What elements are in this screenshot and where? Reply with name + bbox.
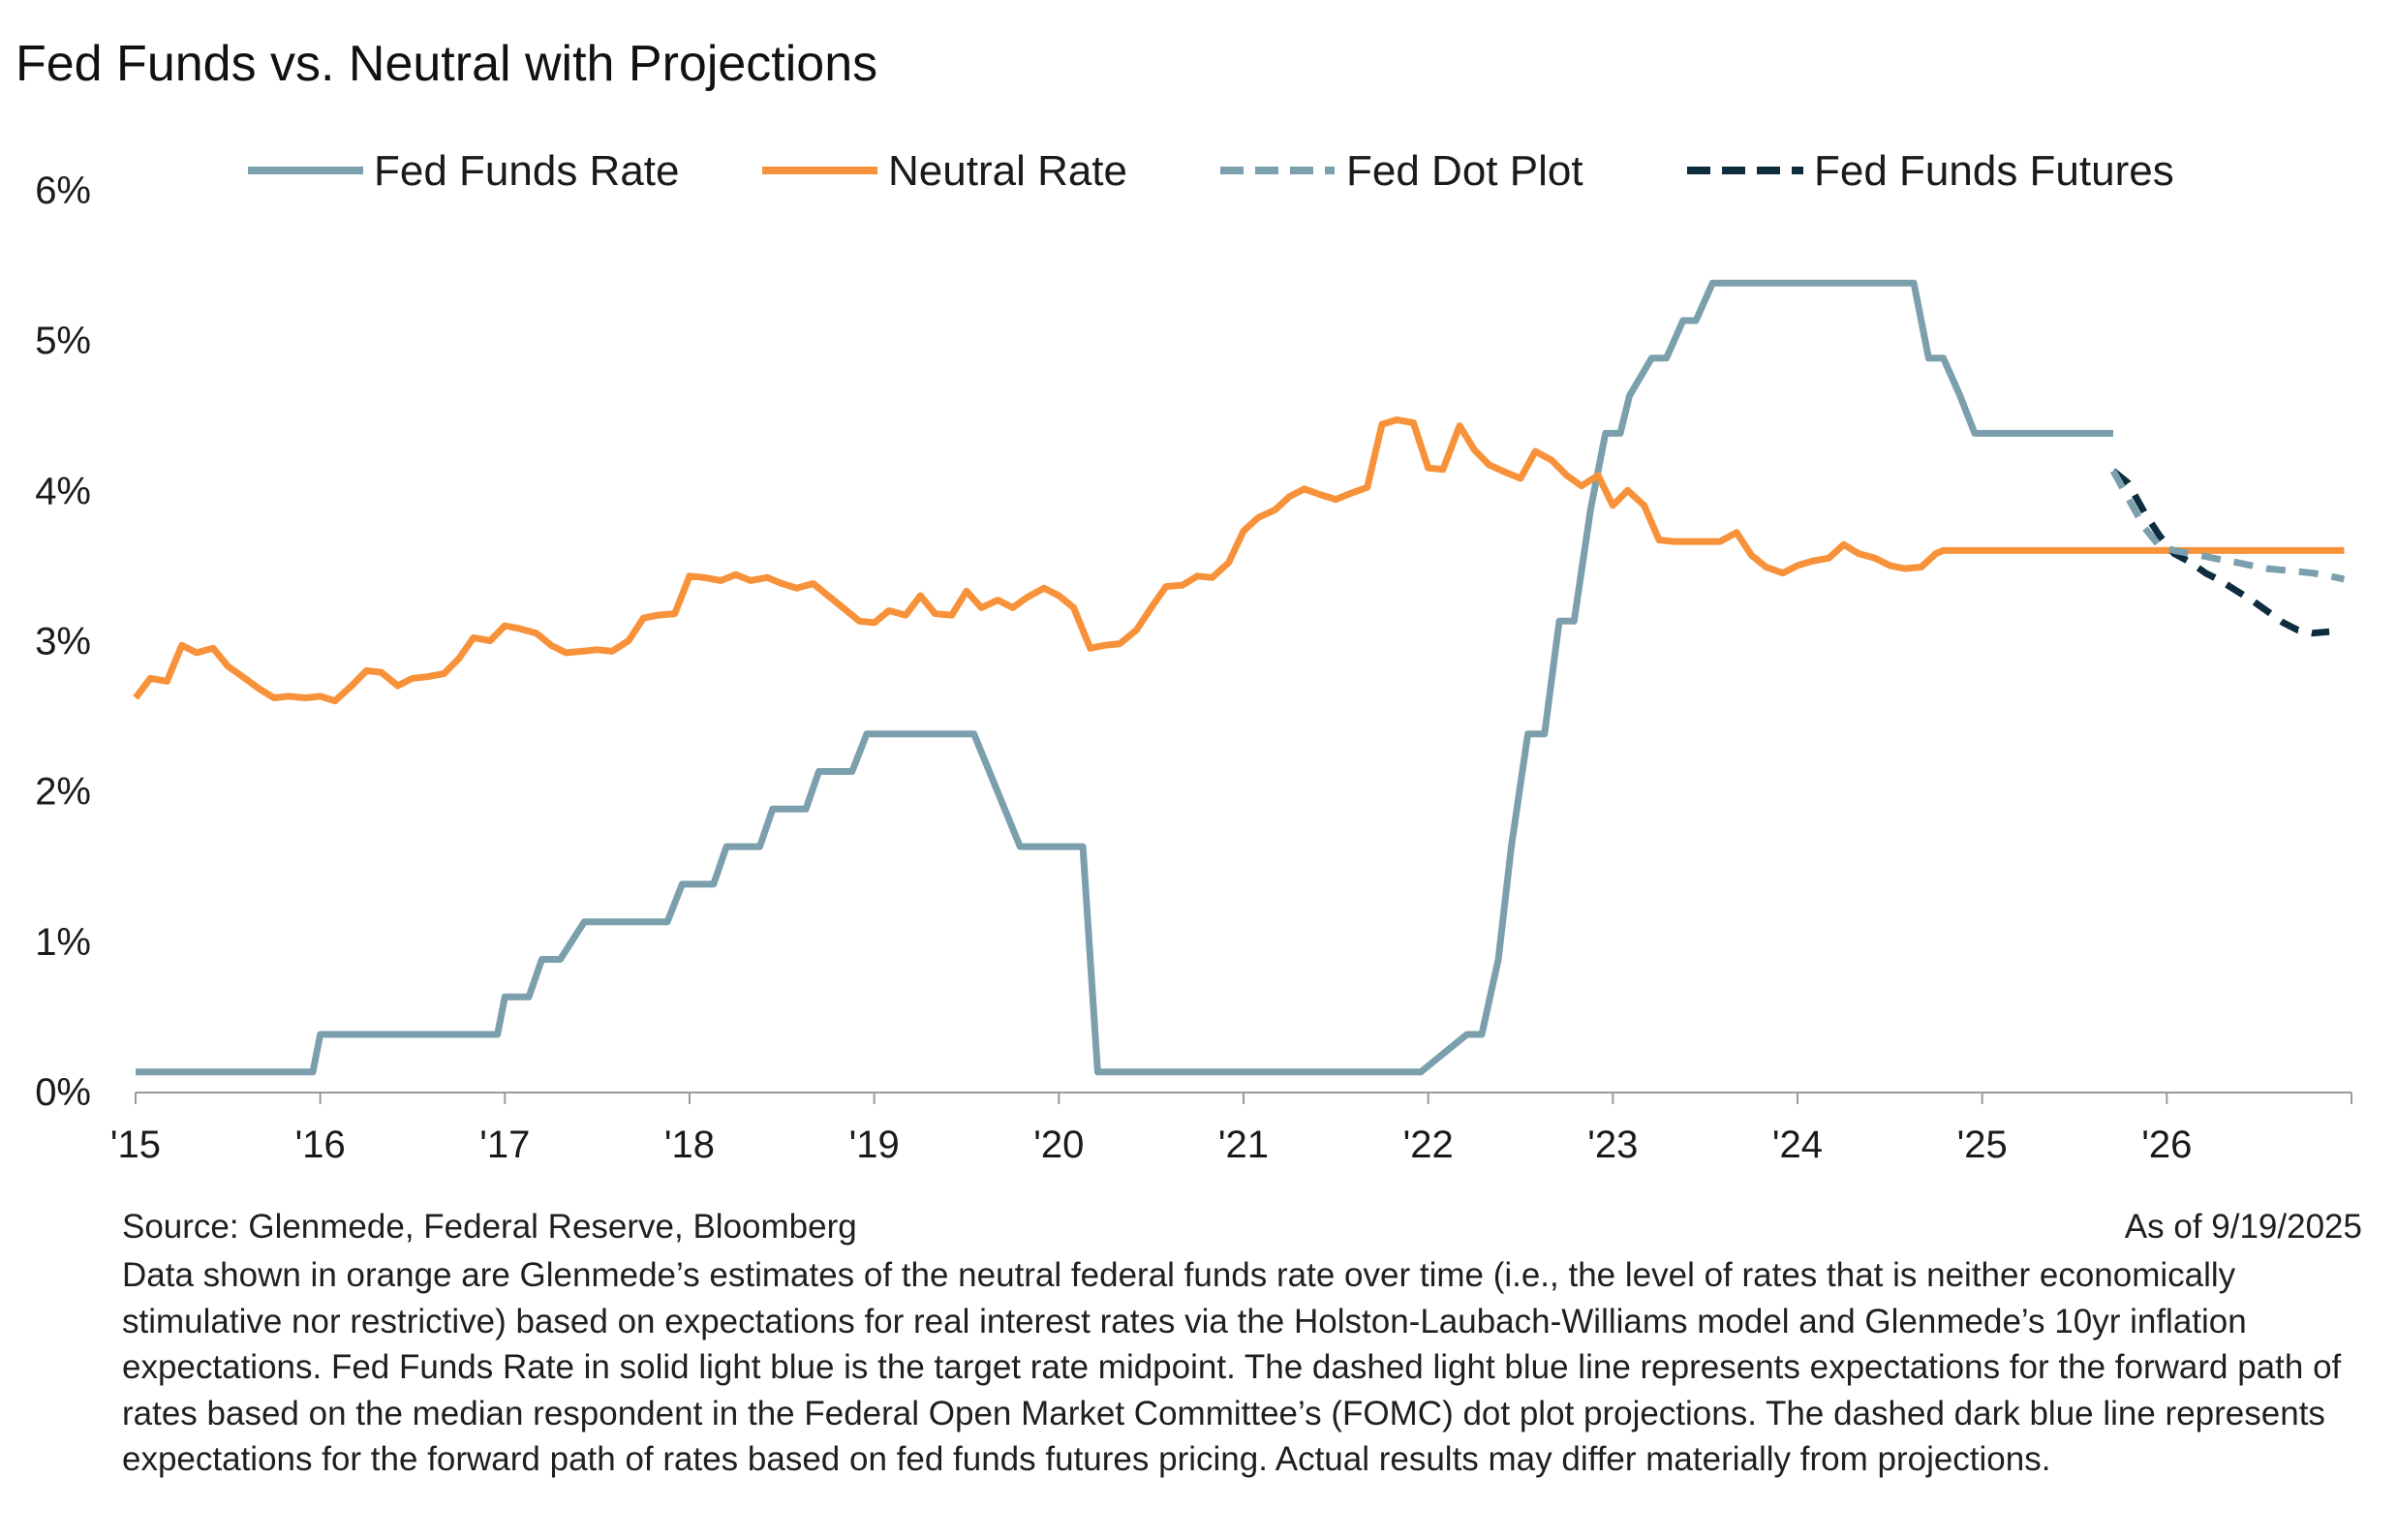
x-tick-label: '22 bbox=[1403, 1124, 1454, 1166]
y-tick-label: 5% bbox=[35, 320, 91, 362]
x-tick-label: '16 bbox=[295, 1124, 346, 1166]
x-tick-label: '17 bbox=[479, 1124, 530, 1166]
legend-label-fed-funds-futures: Fed Funds Futures bbox=[1814, 147, 2174, 195]
y-tick-label: 3% bbox=[35, 621, 91, 663]
legend-label-neutral-rate: Neutral Rate bbox=[888, 147, 1127, 195]
footnote: Data shown in orange are Glenmede’s esti… bbox=[122, 1256, 2342, 1478]
y-tick-label: 6% bbox=[35, 169, 91, 212]
y-axis: 0% 1% 2% 3% 4% 5% 6% bbox=[35, 169, 91, 1114]
y-tick-label: 0% bbox=[35, 1071, 91, 1114]
x-axis: '15 '16 '17 '18 '19 '20 '21 '22 '23 '24 '25 '26 bbox=[110, 1092, 2352, 1166]
fed-funds-rate-line bbox=[136, 279, 2113, 1076]
x-tick-label: '18 bbox=[664, 1124, 715, 1166]
x-tick-label: '20 bbox=[1033, 1124, 1084, 1166]
y-tick-label: 4% bbox=[35, 470, 91, 512]
x-tick-label: '15 bbox=[110, 1124, 161, 1166]
neutral-rate-line bbox=[133, 416, 2345, 705]
chart-title: Fed Funds vs. Neutral with Projections bbox=[15, 36, 878, 92]
x-tick-label: '19 bbox=[849, 1124, 900, 1166]
chart-canvas: Fed Funds Rate Neutral Rate Fed Dot Plot Fe… bbox=[35, 147, 2352, 1166]
legend-label-fed-funds-rate: Fed Funds Rate bbox=[374, 147, 680, 195]
y-tick-label: 2% bbox=[35, 771, 91, 814]
series-group bbox=[133, 279, 2346, 1076]
x-tick-label: '24 bbox=[1772, 1124, 1823, 1166]
legend-label-fed-dot-plot: Fed Dot Plot bbox=[1346, 147, 1583, 195]
x-tick-label: '25 bbox=[1957, 1124, 2008, 1166]
y-tick-label: 1% bbox=[35, 921, 91, 964]
x-tick-label: '26 bbox=[2141, 1124, 2192, 1166]
as-of-date: As of 9/19/2025 bbox=[2124, 1208, 2362, 1246]
fed-dot-plot-line bbox=[2109, 469, 2346, 583]
x-tick-label: '23 bbox=[1587, 1124, 1638, 1166]
fed-funds-futures-line bbox=[2110, 468, 2330, 637]
source-note: Source: Glenmede, Federal Reserve, Bloom… bbox=[122, 1208, 857, 1246]
x-tick-label: '21 bbox=[1218, 1124, 1269, 1166]
legend: Fed Funds Rate Neutral Rate Fed Dot Plot Fe… bbox=[248, 147, 2174, 195]
